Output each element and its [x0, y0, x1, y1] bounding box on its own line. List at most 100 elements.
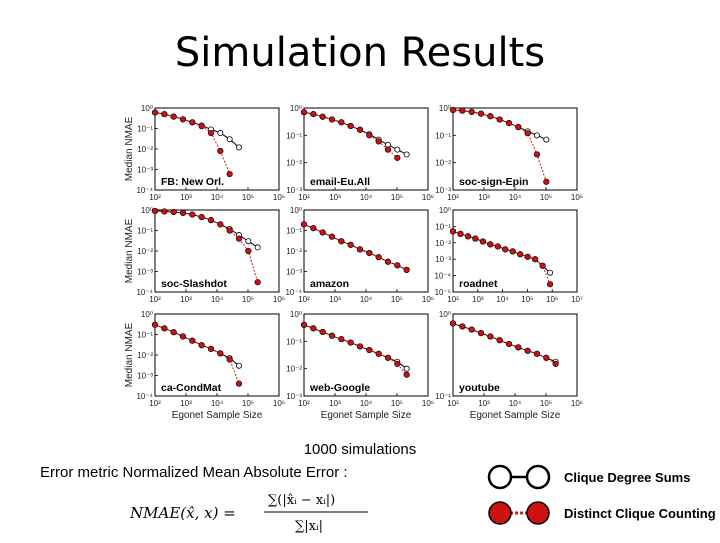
plot-3: 10² 10³ 10⁴ 10⁵ 10⁶ 10⁰ 10⁻¹ 10⁻² 10⁻³ 10⁻⁴ soc-Sl… [136, 206, 285, 304]
degree-sums-point [403, 365, 410, 372]
distinct-counting-point [151, 321, 159, 328]
distinct-counting-point [300, 321, 308, 328]
y-tick-label: 10⁻¹ [137, 227, 153, 236]
distinct-counting-point [170, 113, 177, 120]
x-tick-label: 10⁵ [540, 399, 552, 408]
distinct-counting-point [459, 107, 466, 114]
distinct-counting-point [487, 241, 494, 248]
x-tick-label: 10⁴ [211, 295, 224, 304]
x-tick-label: 10⁴ [509, 399, 522, 408]
distinct-counting-point [300, 109, 308, 116]
distinct-counting-point [494, 243, 501, 250]
plot-name-label: youtube [459, 382, 500, 394]
y-tick-label: 10⁻¹ [137, 331, 153, 340]
degree-sums-point [394, 146, 401, 153]
chart-grid: Median NMAE Median NMAE Median NMAE Egonet … [124, 104, 583, 421]
distinct-counting-point [217, 350, 224, 357]
legend-marker-distinct-counting-right [526, 501, 550, 525]
x-tick-label: 10⁵ [242, 295, 254, 304]
x-tick-label: 10⁴ [360, 295, 373, 304]
y-tick-label: 10⁰ [141, 206, 153, 215]
degree-sums-point [254, 244, 261, 251]
y-tick-label: 10⁰ [141, 310, 153, 319]
x-tick-label: 10⁴ [211, 193, 224, 202]
x-tick-label: 10³ [180, 295, 192, 304]
y-tick-label: 10⁻² [286, 365, 302, 374]
distinct-counting-point [403, 371, 410, 378]
distinct-counting-point [366, 132, 373, 139]
y-tick-label: 10⁻¹ [435, 131, 451, 140]
degree-sums-point [533, 132, 540, 139]
distinct-counting-point [226, 170, 233, 178]
degree-sums-point [226, 136, 233, 143]
distinct-counting-point [170, 208, 177, 216]
x-tick-label: 10² [298, 295, 310, 304]
distinct-counting-point [189, 211, 196, 218]
distinct-counting-point [170, 329, 177, 336]
distinct-counting-point [198, 123, 205, 130]
distinct-counting-point [543, 178, 550, 185]
distinct-counting-point [207, 345, 215, 352]
distinct-counting-point [375, 138, 382, 145]
page-title: Simulation Results [174, 30, 546, 76]
x-tick-label: 10² [149, 193, 161, 202]
distinct-counting-point [384, 354, 392, 361]
distinct-counting-point [459, 323, 466, 330]
distinct-counting-point [319, 113, 326, 120]
error-metric-text: Error metric Normalized Mean Absolute Er… [40, 464, 348, 481]
distinct-counting-point [207, 217, 215, 224]
y-tick-label: 10⁻¹ [435, 392, 451, 401]
x-tick-label: 10³ [329, 193, 341, 202]
plot-name-label: soc-sign-Epin [459, 176, 528, 188]
plot-7: 10² 10³ 10⁴ 10⁵ 10⁶ 10⁰ 10⁻¹ 10⁻² 10⁻³ web-Google [286, 310, 434, 408]
x-tick-label: 10⁴ [360, 399, 373, 408]
y-axis-label-row-0: Median NMAE [124, 116, 135, 181]
plot-5: 10² 10³ 10⁴ 10⁵ 10⁶ 10⁷ 10⁰ 10⁻¹ 10⁻² 10⁻³ 10⁻⁴ 10⁻… [434, 206, 583, 304]
x-tick-label: 10⁵ [540, 193, 552, 202]
x-tick-label: 10² [298, 399, 310, 408]
distinct-counting-point [347, 241, 354, 248]
distinct-counting-point [338, 119, 345, 126]
distinct-counting-point [347, 122, 354, 130]
distinct-counting-point [161, 325, 168, 332]
distinct-counting-point [310, 225, 317, 232]
distinct-counting-point [319, 328, 326, 336]
distinct-counting-point [151, 207, 159, 215]
x-tick-label: 10³ [329, 399, 341, 408]
distinct-counting-point [552, 360, 559, 367]
y-tick-label: 10⁻² [286, 159, 302, 168]
simulations-text: 1000 simulations [303, 441, 417, 458]
distinct-counting-point [151, 109, 159, 116]
plot-name-label: soc-Slashdot [161, 278, 227, 290]
distinct-counting-point [366, 249, 373, 257]
distinct-counting-point [338, 238, 345, 245]
x-tick-label: 10³ [329, 295, 341, 304]
plot-name-label: roadnet [459, 278, 498, 290]
distinct-counting-point [328, 233, 336, 240]
distinct-counting-point [505, 340, 513, 348]
x-tick-label: 10⁶ [571, 193, 583, 202]
distinct-counting-point [457, 230, 464, 237]
y-tick-label: 10⁻³ [137, 268, 153, 277]
distinct-counting-point [254, 279, 261, 286]
distinct-counting-point [403, 266, 410, 273]
distinct-counting-point [179, 333, 187, 340]
y-tick-label: 10⁻³ [435, 255, 451, 264]
formula-denominator: ∑|xᵢ| [295, 519, 323, 534]
plot-frame [303, 209, 429, 293]
y-tick-label: 10⁻⁴ [285, 288, 302, 297]
distinct-counting-point [198, 342, 205, 349]
y-tick-label: 10⁻² [435, 159, 451, 168]
y-tick-label: 10⁻¹ [286, 131, 302, 140]
y-tick-label: 10⁻¹ [286, 337, 302, 346]
distinct-counting-point [394, 154, 401, 161]
formula-lhs: NMAE(x̂, x) = [130, 504, 236, 522]
distinct-counting-point [226, 227, 233, 234]
x-tick-label: 10⁴ [509, 193, 522, 202]
distinct-counting-point [328, 332, 336, 339]
x-tick-label: 10³ [478, 399, 490, 408]
plot-frame [303, 313, 429, 397]
distinct-counting-point [179, 209, 187, 217]
distinct-counting-point [449, 320, 457, 327]
legend-marker-distinct-counting-left [488, 501, 512, 525]
